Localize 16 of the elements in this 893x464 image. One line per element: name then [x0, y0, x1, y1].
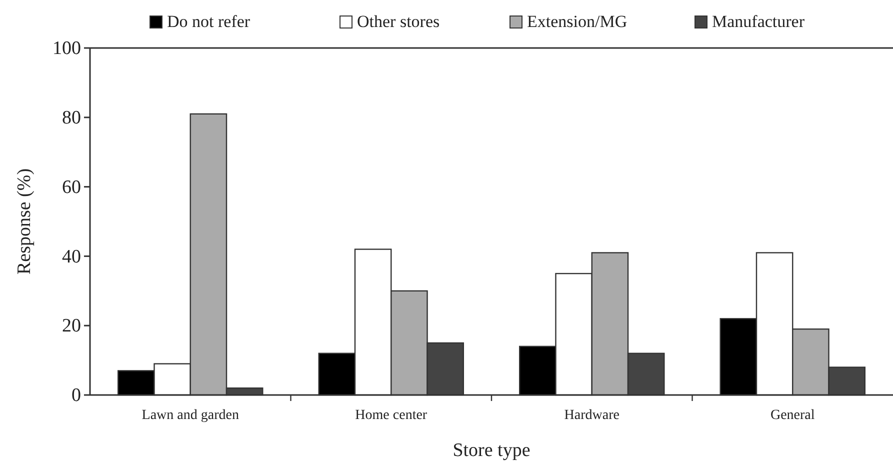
x-tick-label: Lawn and garden [142, 408, 239, 423]
x-axis-title: Store type [452, 440, 530, 461]
legend-label: Manufacturer [712, 12, 805, 31]
x-tick-label: Home center [355, 408, 428, 423]
y-tick-label: 100 [52, 38, 81, 60]
legend-label: Extension/MG [527, 12, 628, 31]
y-axis-title: Response (%) [14, 168, 35, 275]
y-tick-label: 80 [62, 107, 81, 128]
y-tick-label: 60 [62, 176, 81, 198]
y-tick-label: 20 [62, 316, 81, 337]
legend-label: Other stores [357, 12, 440, 31]
y-tick-label: 0 [72, 385, 81, 406]
x-tick-label: General [770, 408, 815, 423]
legend-label: Do not refer [167, 12, 250, 31]
y-tick-label: 40 [62, 246, 81, 268]
x-tick-label: Hardware [564, 408, 620, 423]
